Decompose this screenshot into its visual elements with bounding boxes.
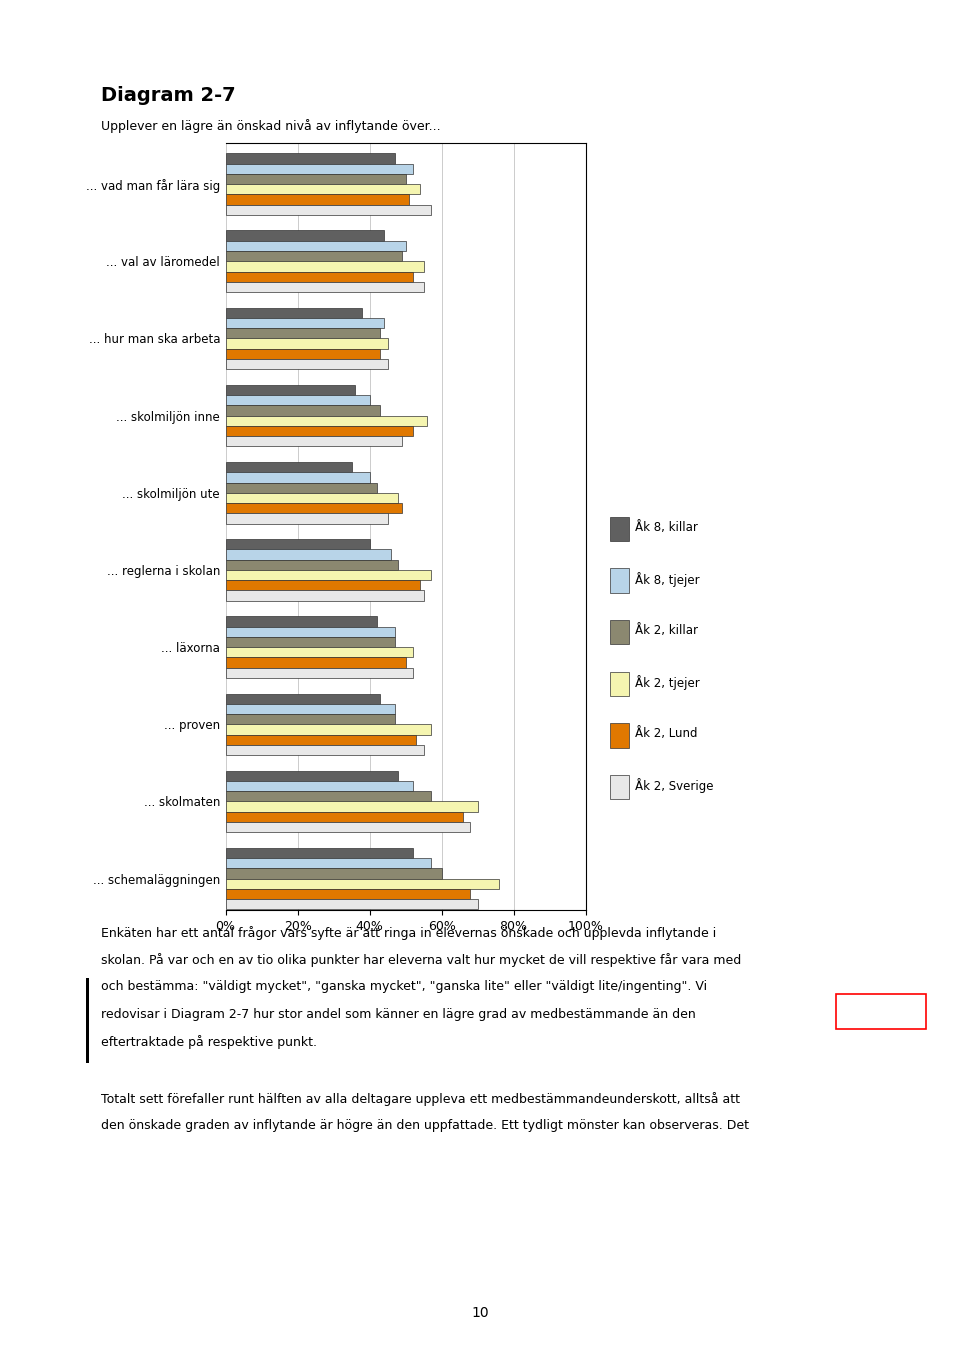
- Bar: [226, 591, 423, 600]
- Bar: [226, 185, 420, 194]
- Bar: [226, 724, 431, 735]
- Bar: [226, 694, 380, 703]
- Bar: [226, 771, 398, 781]
- Bar: [226, 550, 392, 559]
- Text: Åk 2, tjejer: Åk 2, tjejer: [635, 675, 699, 690]
- Bar: [226, 349, 380, 359]
- Bar: [226, 194, 409, 205]
- Bar: [226, 626, 395, 637]
- Bar: [226, 580, 420, 591]
- Bar: [226, 668, 413, 678]
- Text: Borttage: Borttage: [848, 1004, 900, 1017]
- Bar: [226, 338, 388, 349]
- Bar: [226, 153, 395, 163]
- Bar: [226, 405, 380, 416]
- Bar: [226, 163, 413, 174]
- Bar: [226, 482, 376, 493]
- Bar: [226, 570, 431, 580]
- Bar: [226, 801, 478, 812]
- Bar: [226, 261, 423, 272]
- Text: skolan. På var och en av tio olika punkter har eleverna valt hur mycket de vill : skolan. På var och en av tio olika punkt…: [101, 953, 741, 967]
- Bar: [226, 847, 413, 858]
- Bar: [226, 436, 402, 447]
- Bar: [226, 703, 395, 714]
- Bar: [226, 395, 370, 405]
- Bar: [226, 637, 395, 648]
- Bar: [226, 359, 388, 369]
- Bar: [226, 781, 413, 792]
- Bar: [226, 744, 423, 755]
- Bar: [226, 231, 384, 240]
- Text: Totalt sett förefaller runt hälften av alla deltagare uppleva ett medbestämmande: Totalt sett förefaller runt hälften av a…: [101, 1092, 740, 1105]
- Bar: [226, 714, 395, 724]
- Bar: [226, 617, 376, 626]
- Bar: [226, 308, 362, 318]
- Bar: [226, 513, 388, 524]
- Bar: [226, 657, 406, 668]
- Text: Upplever en lägre än önskad nivå av inflytande över...: Upplever en lägre än önskad nivå av infl…: [101, 120, 441, 133]
- Bar: [226, 559, 398, 570]
- Bar: [226, 272, 413, 281]
- Bar: [226, 174, 406, 185]
- Bar: [226, 889, 470, 899]
- Bar: [226, 792, 431, 801]
- Text: redovisar i Diagram 2-7 hur stor andel som känner en lägre grad av medbestämmand: redovisar i Diagram 2-7 hur stor andel s…: [101, 1008, 696, 1021]
- Bar: [226, 648, 413, 657]
- Bar: [226, 281, 423, 292]
- Bar: [226, 822, 470, 832]
- Text: Enkäten har ett antal frågor vars syfte är att ringa in elevernas önskade och up: Enkäten har ett antal frågor vars syfte …: [101, 926, 716, 940]
- Text: Åk 8, tjejer: Åk 8, tjejer: [635, 572, 699, 587]
- Bar: [226, 329, 380, 338]
- Text: Åk 2, Lund: Åk 2, Lund: [635, 728, 697, 740]
- Bar: [226, 416, 427, 426]
- Bar: [226, 240, 406, 251]
- Bar: [226, 868, 442, 879]
- Bar: [226, 426, 413, 436]
- Bar: [226, 858, 431, 868]
- Text: och bestämma: "väldigt mycket", "ganska mycket", "ganska lite" eller "väldigt li: och bestämma: "väldigt mycket", "ganska …: [101, 980, 707, 994]
- Text: Diagram 2-7: Diagram 2-7: [101, 86, 235, 105]
- Bar: [226, 735, 417, 744]
- Text: Åk 8, killar: Åk 8, killar: [635, 521, 697, 534]
- Text: Åk 2, Sverige: Åk 2, Sverige: [635, 778, 713, 793]
- Bar: [226, 879, 499, 889]
- Bar: [226, 318, 384, 329]
- Text: 10: 10: [471, 1306, 489, 1320]
- Text: Åk 2, killar: Åk 2, killar: [635, 625, 698, 637]
- Bar: [226, 899, 478, 910]
- Bar: [226, 473, 370, 482]
- Bar: [226, 462, 351, 473]
- Bar: [226, 502, 402, 513]
- Text: eftertraktade på respektive punkt.: eftertraktade på respektive punkt.: [101, 1035, 317, 1048]
- Bar: [226, 251, 402, 261]
- Bar: [226, 384, 355, 395]
- Bar: [226, 812, 463, 822]
- Bar: [226, 539, 370, 550]
- Bar: [226, 493, 398, 502]
- Bar: [226, 205, 431, 215]
- Text: den önskade graden av inflytande är högre än den uppfattade. Ett tydligt mönster: den önskade graden av inflytande är högr…: [101, 1119, 749, 1133]
